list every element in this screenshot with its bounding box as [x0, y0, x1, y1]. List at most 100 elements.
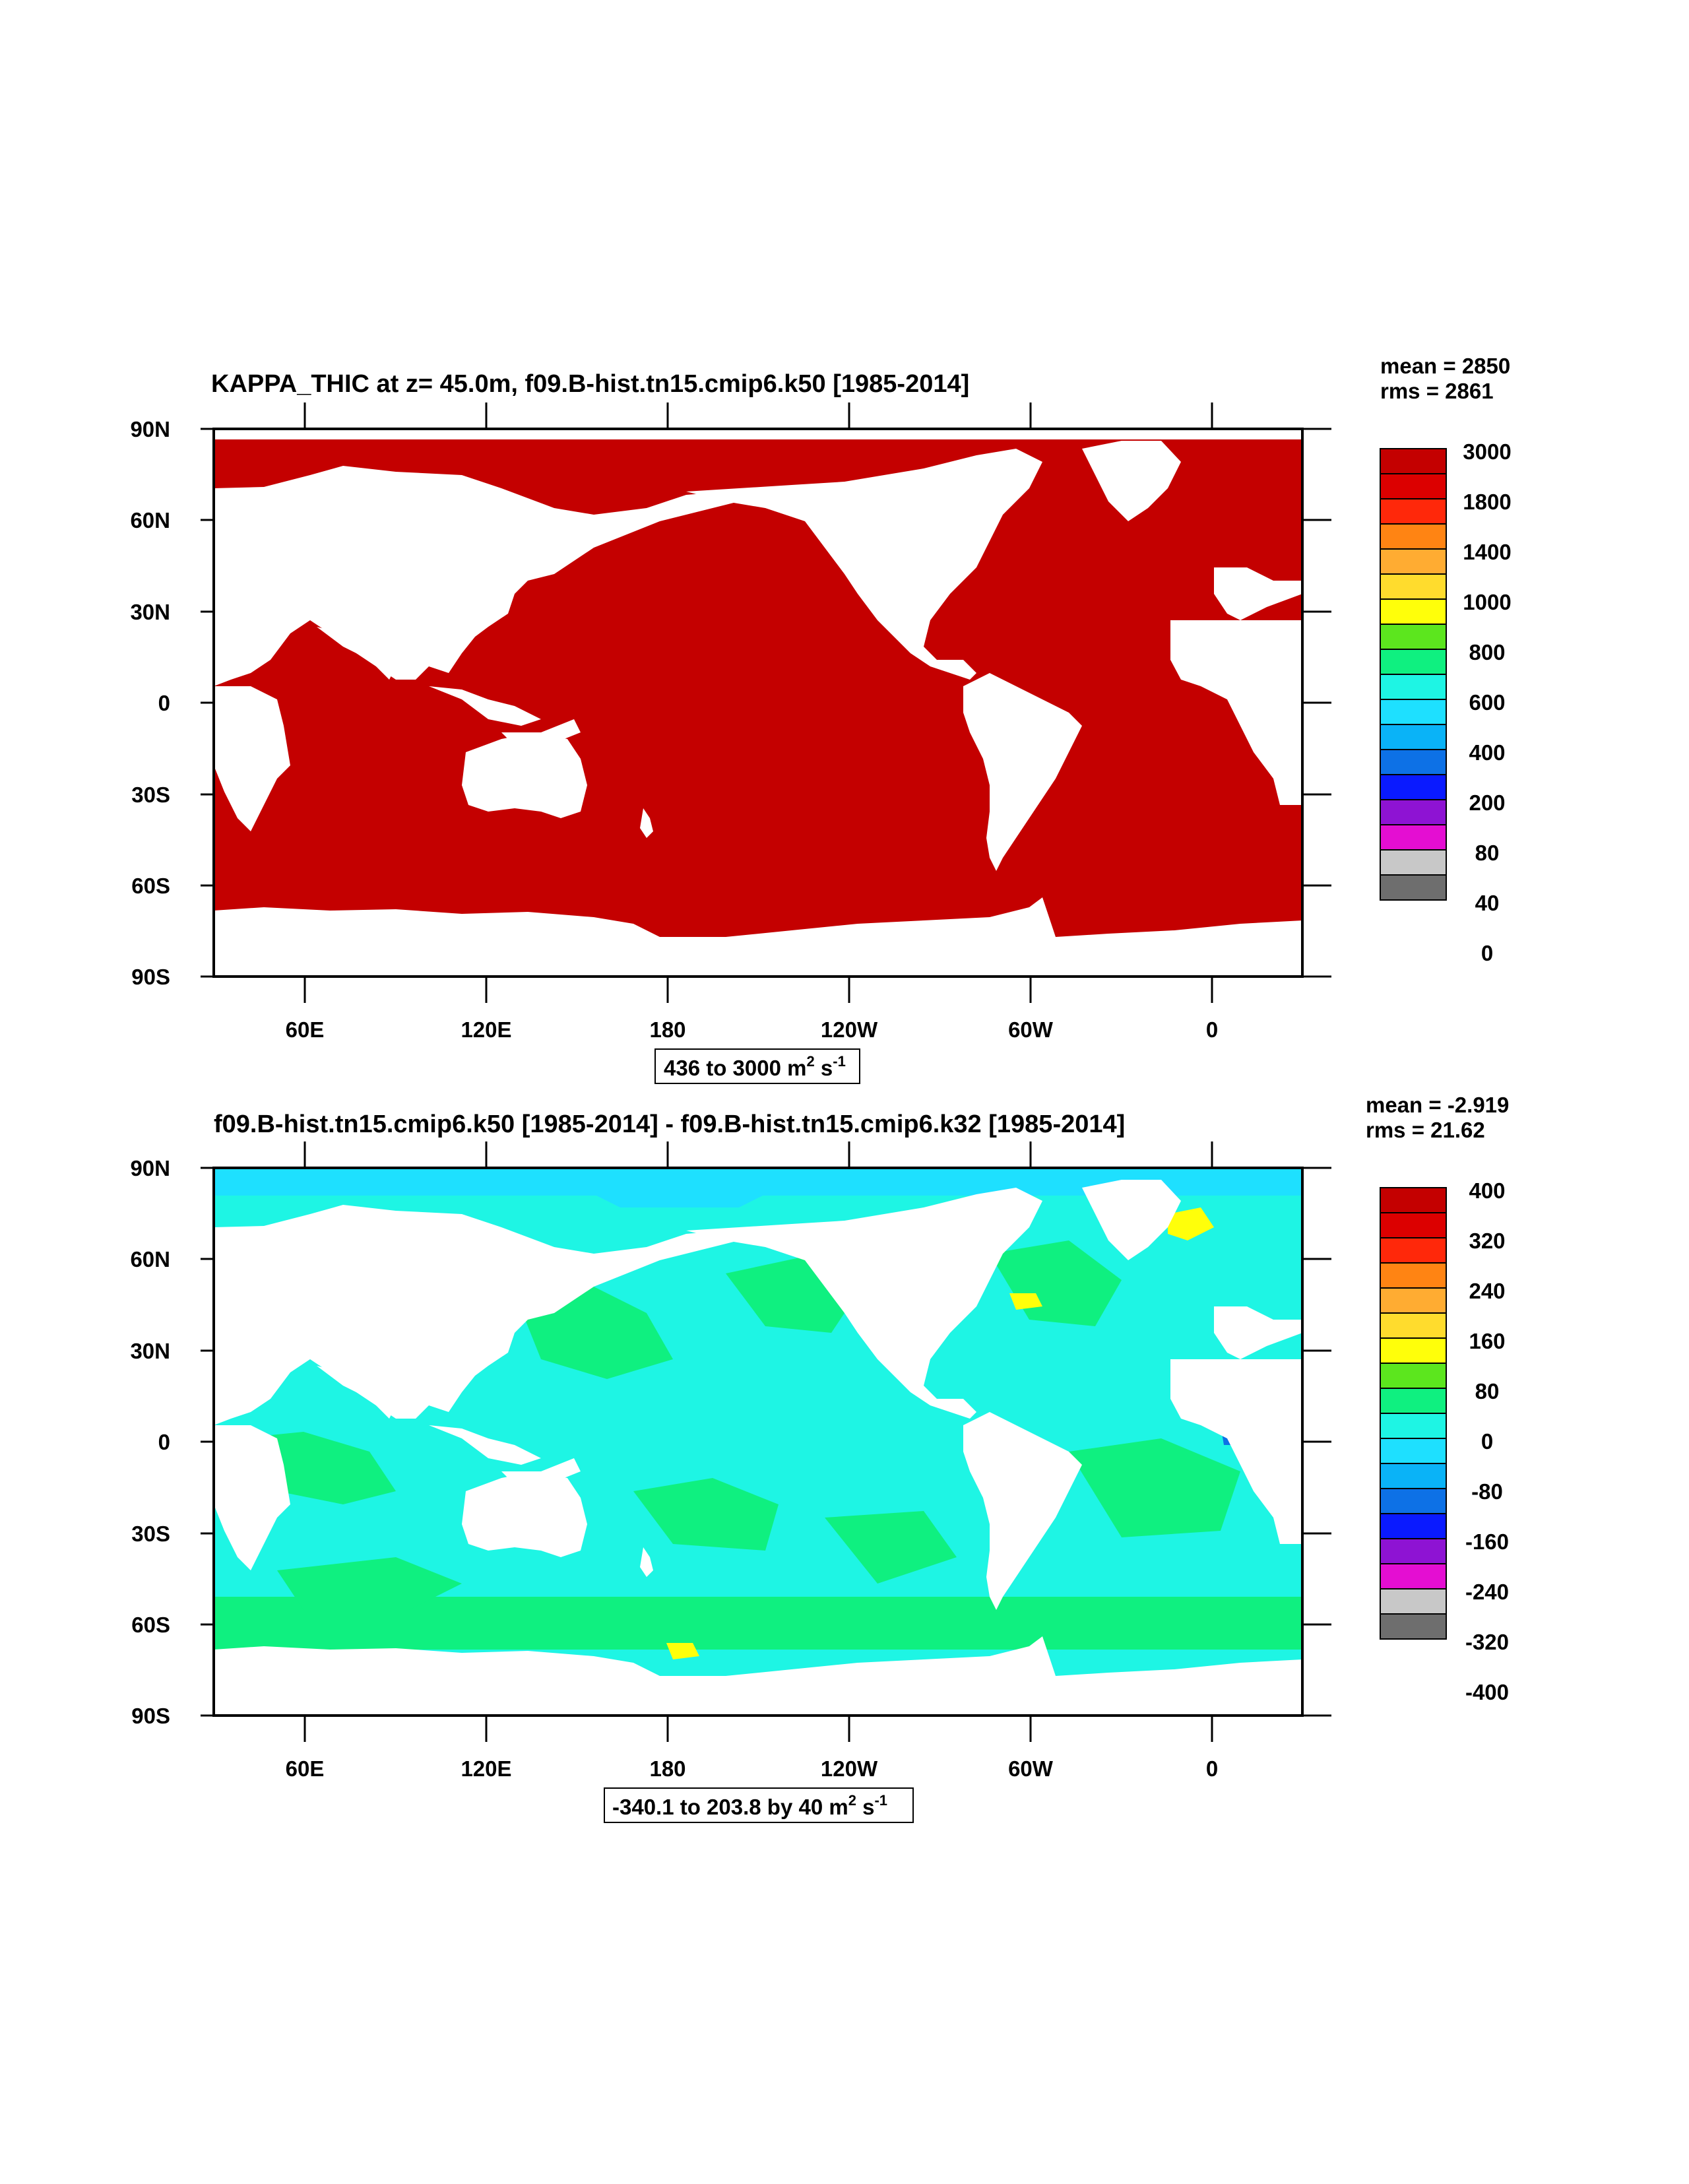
colorbar-swatch: [1380, 624, 1447, 650]
colorbar-swatch: [1380, 874, 1447, 901]
panel-2-lon-labels: 60E 120E 180 120W 60W 0: [286, 1756, 1219, 1781]
panel-1: KAPPA_THIC at z= 45.0m, f09.B-hist.tn15.…: [130, 354, 1512, 1084]
panel-2-mean: mean = -2.919: [1366, 1093, 1509, 1117]
colorbar-swatch: [1380, 1312, 1447, 1339]
colorbar-swatch: [1380, 649, 1447, 675]
panel-1-range-box: [654, 1048, 860, 1084]
lon-label: 120E: [461, 1017, 511, 1042]
lat-label: 90S: [131, 1704, 170, 1728]
colorbar-label: 200: [1469, 790, 1505, 815]
colorbar-swatch: [1380, 1588, 1447, 1615]
colorbar-label: -400: [1465, 1680, 1509, 1704]
colorbar-swatch: [1380, 1438, 1447, 1464]
lat-label: 30S: [131, 1522, 170, 1546]
colorbar-swatch: [1380, 1262, 1447, 1289]
colorbar-label: 0: [1481, 941, 1493, 965]
colorbar-label: 1800: [1463, 490, 1511, 514]
colorbar-swatch: [1380, 1563, 1447, 1590]
colorbar-swatch: [1380, 1538, 1447, 1564]
panel-2-title: f09.B-hist.tn15.cmip6.k50 [1985-2014] - …: [214, 1110, 1125, 1138]
lon-label: 120W: [821, 1017, 878, 1042]
colorbar-label: 600: [1469, 690, 1505, 715]
colorbar-label: 240: [1469, 1279, 1505, 1303]
panel-2-colorbar: [1380, 1187, 1447, 1640]
colorbar-label: -240: [1465, 1580, 1509, 1604]
colorbar-swatch: [1380, 448, 1447, 474]
lat-label: 60N: [130, 508, 170, 532]
panel-1-ticks: [201, 402, 1331, 1003]
panel-1-title: KAPPA_THIC at z= 45.0m, f09.B-hist.tn15.…: [211, 370, 969, 398]
colorbar-swatch: [1380, 824, 1447, 851]
lat-label: 30S: [131, 783, 170, 807]
lat-label: 60N: [130, 1247, 170, 1271]
lat-label: 60S: [131, 874, 170, 898]
lon-label: 0: [1206, 1756, 1218, 1781]
colorbar-label: 0: [1481, 1429, 1493, 1454]
lon-label: 60W: [1008, 1017, 1054, 1042]
colorbar-label: 40: [1475, 891, 1500, 915]
colorbar-label: -320: [1465, 1630, 1509, 1654]
colorbar-swatch: [1380, 1337, 1447, 1364]
lat-label: 0: [158, 1430, 170, 1454]
colorbar-label: 400: [1469, 1178, 1505, 1203]
panel-1-lon-labels: 60E 120E 180 120W 60W 0: [286, 1017, 1219, 1042]
colorbar-swatch: [1380, 1212, 1447, 1238]
colorbar-label: 3000: [1463, 439, 1511, 464]
colorbar-label: -80: [1471, 1479, 1503, 1504]
panel-2-lat-labels: 90N 60N 30N 0 30S 60S 90S: [130, 1156, 170, 1728]
colorbar-label: 80: [1475, 1379, 1500, 1403]
colorbar-label: 160: [1469, 1329, 1505, 1353]
colorbar-swatch: [1380, 749, 1447, 775]
lon-label: 60E: [286, 1756, 325, 1781]
panel-2-rms: rms = 21.62: [1366, 1118, 1485, 1142]
lon-label: 180: [649, 1017, 685, 1042]
panel-1-land: [214, 429, 1302, 977]
colorbar-label: -160: [1465, 1529, 1509, 1554]
colorbar-swatch: [1380, 598, 1447, 625]
colorbar-label: 1400: [1463, 540, 1511, 564]
lon-label: 120W: [821, 1756, 878, 1781]
colorbar-swatch: [1380, 774, 1447, 800]
colorbar-swatch: [1380, 1513, 1447, 1539]
lon-label: 180: [649, 1756, 685, 1781]
panel-2: f09.B-hist.tn15.cmip6.k50 [1985-2014] - …: [130, 1093, 1509, 1823]
colorbar-label: 800: [1469, 640, 1505, 664]
lat-label: 30N: [130, 600, 170, 624]
panel-2-land: [214, 1180, 1302, 1716]
colorbar-label: 1000: [1463, 590, 1511, 614]
colorbar-swatch: [1380, 1413, 1447, 1439]
colorbar-swatch: [1380, 1363, 1447, 1389]
colorbar-swatch: [1380, 1613, 1447, 1640]
colorbar-swatch: [1380, 573, 1447, 600]
lon-label: 60W: [1008, 1756, 1054, 1781]
colorbar-label: 320: [1469, 1229, 1505, 1253]
colorbar-swatch: [1380, 548, 1447, 575]
lat-label: 90N: [130, 1156, 170, 1180]
panel-1-lat-labels: 90N 60N 30N 0 30S 60S 90S: [130, 417, 170, 989]
panel-1-rms: rms = 2861: [1380, 379, 1494, 403]
colorbar-swatch: [1380, 1237, 1447, 1264]
lon-label: 0: [1206, 1017, 1218, 1042]
panel-1-colorbar: [1380, 448, 1447, 901]
panel-2-ticks: [201, 1141, 1331, 1742]
colorbar-swatch: [1380, 799, 1447, 825]
colorbar-swatch: [1380, 1463, 1447, 1489]
colorbar-swatch: [1380, 523, 1447, 550]
colorbar-swatch: [1380, 1388, 1447, 1414]
panel-2-map: [214, 1168, 1302, 1716]
panel-1-mean: mean = 2850: [1380, 354, 1510, 378]
lat-label: 90N: [130, 417, 170, 441]
colorbar-swatch: [1380, 724, 1447, 750]
colorbar-swatch: [1380, 849, 1447, 876]
colorbar-swatch: [1380, 1187, 1447, 1213]
colorbar-swatch: [1380, 498, 1447, 525]
colorbar-label: 80: [1475, 841, 1500, 865]
lat-label: 0: [158, 691, 170, 715]
lon-label: 120E: [461, 1756, 511, 1781]
lat-label: 30N: [130, 1339, 170, 1363]
colorbar-swatch: [1380, 699, 1447, 725]
lat-label: 60S: [131, 1613, 170, 1637]
colorbar-label: 400: [1469, 740, 1505, 765]
colorbar-swatch: [1380, 1287, 1447, 1314]
